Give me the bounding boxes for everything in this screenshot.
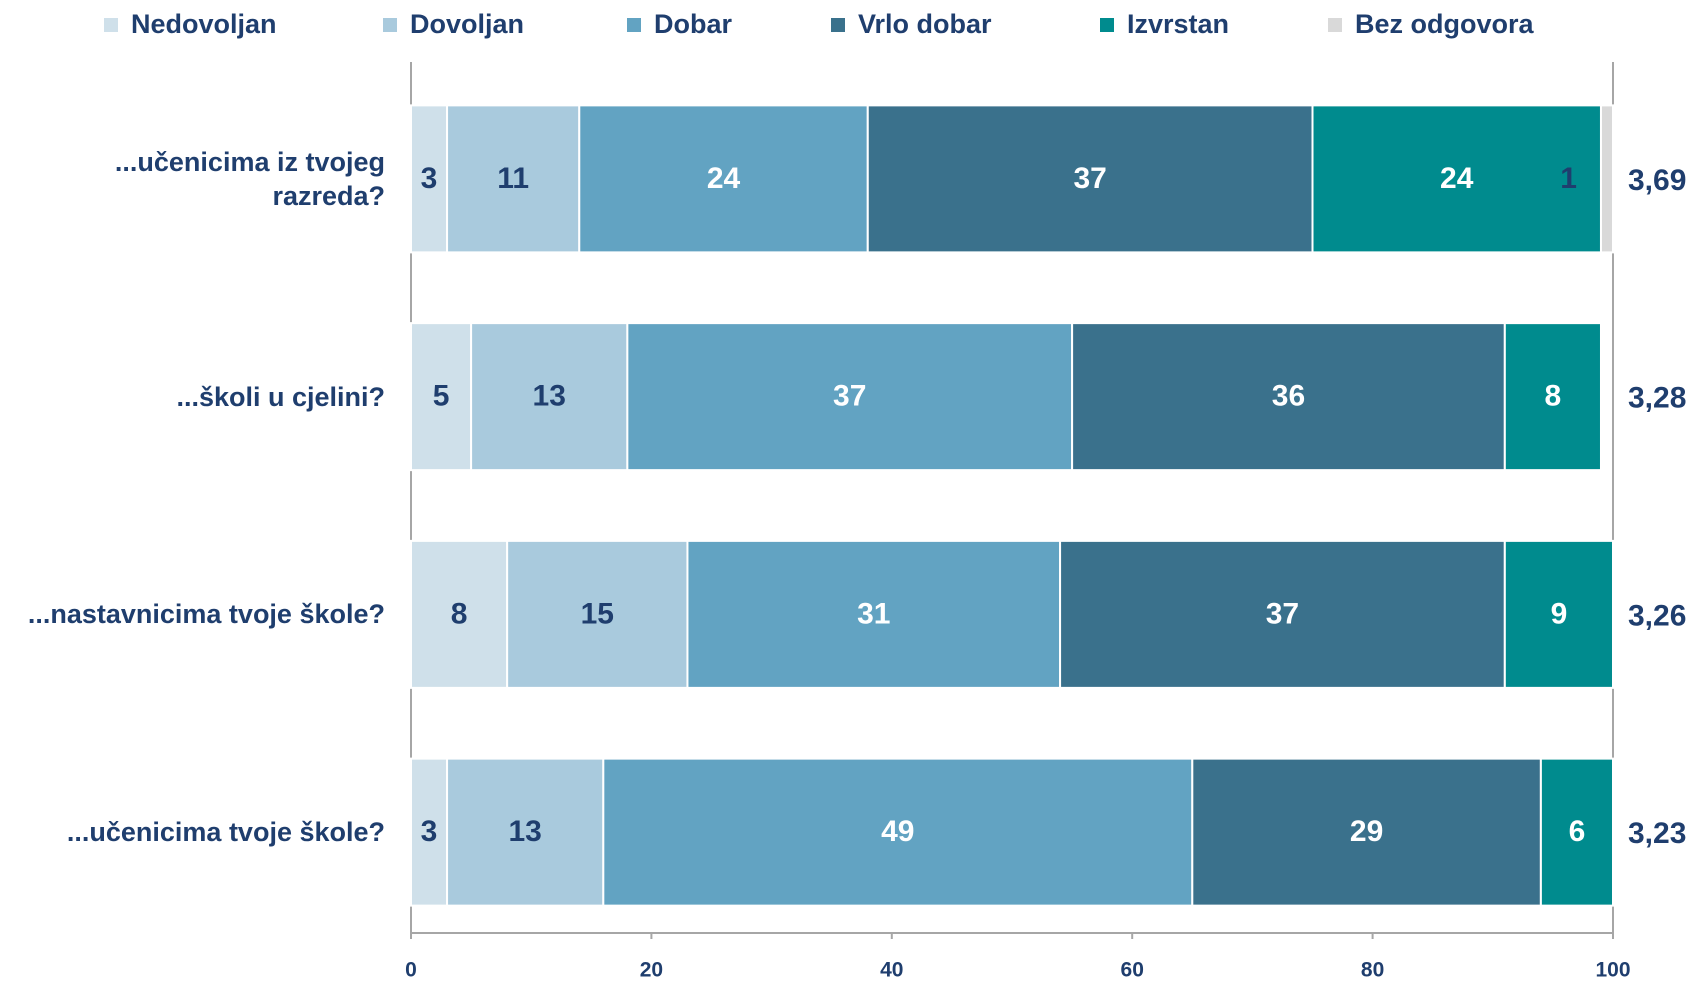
annotation: 3,69: [1628, 164, 1686, 197]
legend-label: Nedovoljan: [131, 9, 277, 39]
data-label: 13: [509, 815, 542, 848]
bar-segment: [1599, 104, 1614, 254]
bar-segment: [626, 322, 1074, 472]
legend-label: Izvrstan: [1127, 9, 1229, 39]
bar-segment: [1539, 757, 1615, 907]
data-label: 8: [451, 597, 468, 630]
data-label: 8: [1545, 380, 1562, 413]
x-tick-label: 60: [1121, 959, 1144, 982]
annotation: 3,28: [1628, 382, 1686, 415]
bar-segment: [1059, 539, 1506, 689]
legend-swatch: [831, 18, 845, 32]
legend-swatch: [627, 18, 641, 32]
bar-segment: [410, 104, 449, 254]
bar-segment: [1503, 539, 1614, 689]
data-label: 3: [421, 162, 438, 195]
data-label: 29: [1350, 815, 1383, 848]
x-tick-label: 0: [405, 959, 417, 982]
data-label: 15: [581, 597, 614, 630]
x-tick-label: 80: [1361, 959, 1384, 982]
annotation: 3,26: [1628, 599, 1686, 632]
category-label: ...učenicima tvoje škole?: [66, 817, 385, 848]
category-label: ...školi u cjelini?: [176, 381, 385, 412]
bar-segment: [470, 322, 629, 472]
bar-segment: [602, 757, 1194, 907]
data-label: 31: [857, 597, 890, 630]
legend-label: Vrlo dobar: [858, 9, 992, 39]
data-label: 13: [533, 380, 566, 413]
legend-swatch: [1328, 18, 1342, 32]
data-label: 24: [1440, 162, 1474, 195]
bar-segment: [1191, 757, 1542, 907]
data-label: 24: [707, 162, 741, 195]
bar-segment: [578, 104, 869, 254]
legend-label: Dovoljan: [410, 9, 524, 39]
bar-segment: [686, 539, 1062, 689]
data-label: 37: [833, 380, 866, 413]
legend-label: Bez odgovora: [1355, 9, 1535, 39]
bar-segment: [506, 539, 689, 689]
legend-swatch: [104, 18, 118, 32]
data-label: 9: [1551, 597, 1568, 630]
data-label: 37: [1073, 162, 1106, 195]
bar-segment: [1071, 322, 1506, 472]
legend-swatch: [1100, 18, 1114, 32]
bar-segment: [410, 322, 473, 472]
x-tick-label: 20: [640, 959, 663, 982]
bar-segment: [866, 104, 1314, 254]
data-label: 37: [1266, 597, 1299, 630]
data-label: 36: [1272, 380, 1305, 413]
x-tick-label: 100: [1595, 959, 1630, 982]
annotation: 3,23: [1628, 817, 1686, 850]
legend-label: Dobar: [654, 9, 733, 39]
legend-swatch: [383, 18, 397, 32]
data-label: 11: [497, 162, 529, 195]
bar-segment: [1503, 322, 1602, 472]
bar-segment: [410, 757, 449, 907]
data-label: 1: [1560, 162, 1577, 195]
data-label: 3: [421, 815, 438, 848]
bar-segment: [1311, 104, 1602, 254]
category-label: ...učenicima iz tvojeg razreda?: [114, 146, 385, 211]
bar-segment: [446, 104, 581, 254]
bar-segment: [446, 757, 605, 907]
x-tick-label: 40: [880, 959, 903, 982]
data-label: 5: [433, 380, 450, 413]
data-label: 49: [881, 815, 914, 848]
category-label: ...nastavnicima tvoje škole?: [27, 599, 385, 630]
data-label: 6: [1569, 815, 1586, 848]
